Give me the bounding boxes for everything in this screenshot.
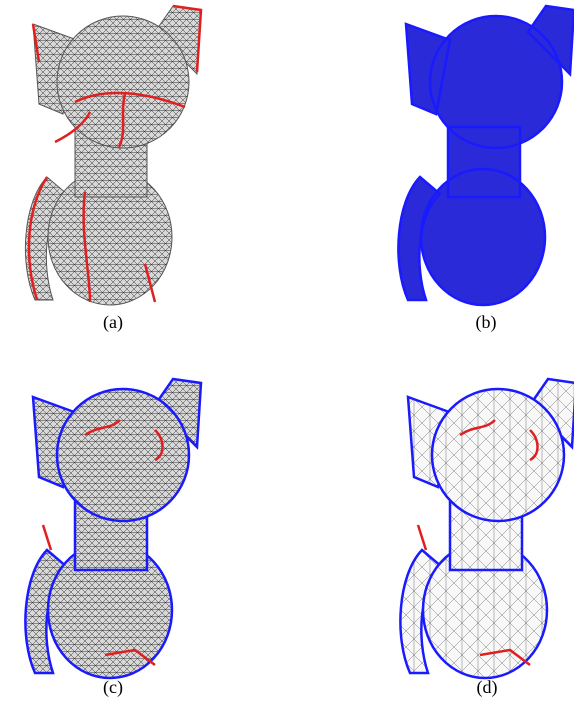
panel-d	[400, 379, 574, 678]
panel-c	[25, 379, 201, 678]
caption: (b)	[476, 312, 497, 333]
panel-b	[388, 2, 574, 312]
caption: (a)	[103, 312, 123, 333]
caption: (c)	[103, 677, 123, 698]
figure: (a) (b) (c) (d)	[0, 0, 574, 704]
panel-a	[25, 6, 201, 305]
caption: (d)	[477, 677, 498, 698]
